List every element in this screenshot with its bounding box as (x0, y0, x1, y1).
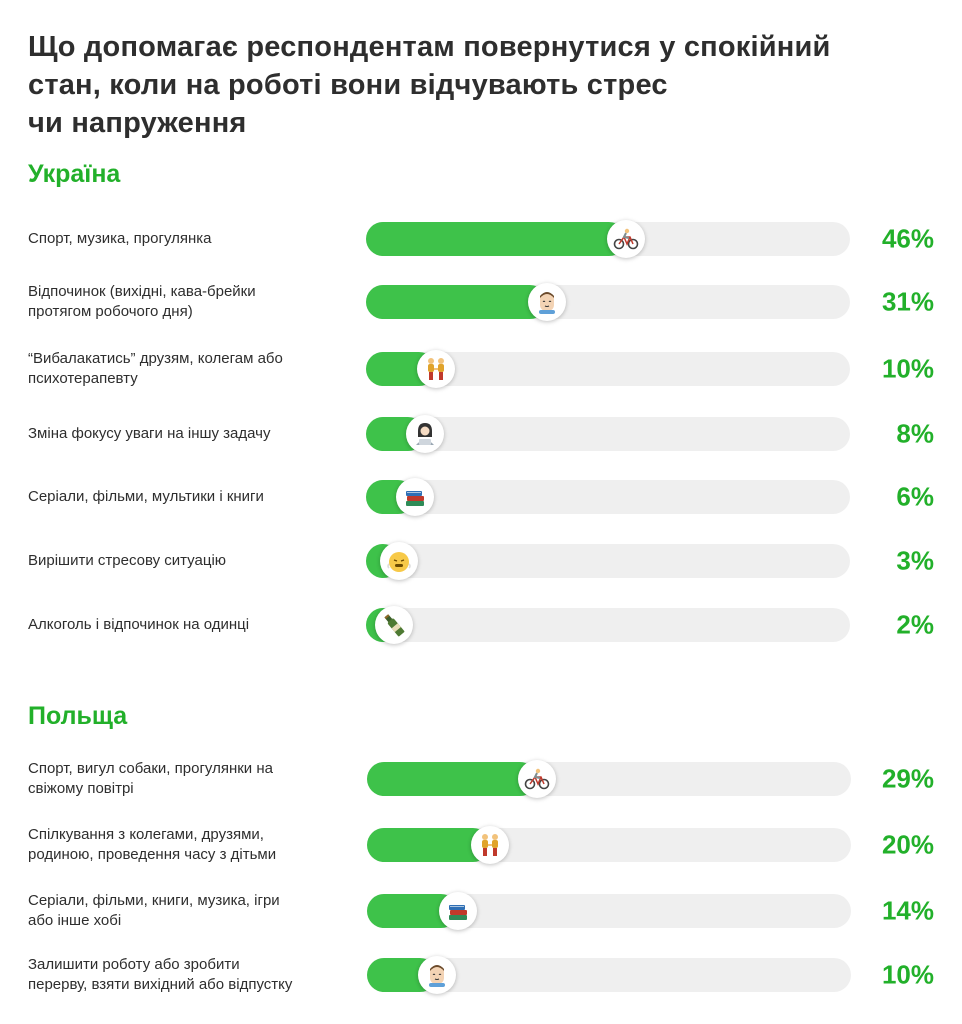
bar-track (366, 478, 850, 516)
page-title: Що допомагає респондентам повернутися у … (28, 31, 831, 139)
category-label: Спілкування з колегами, друзями, родиною… (28, 826, 277, 863)
person-laptop-icon (406, 415, 445, 453)
bar-track (367, 760, 851, 798)
bar-track (366, 283, 850, 321)
category-label: Вирішити стресову ситуацію (28, 552, 227, 569)
bar-track (366, 415, 850, 453)
category-label: Спорт, вигул собаки, прогулянки на свіжо… (28, 760, 273, 797)
people-holding-hands-icon (416, 350, 455, 388)
bar-row: Спорт, вигул собаки, прогулянки на свіжо… (0, 749, 962, 809)
bar-row: “Вибалакатись” друзям, колегам або психо… (0, 339, 962, 399)
value-label: 10% (881, 959, 934, 990)
category-label: Залишити роботу або зробити перерву, взя… (28, 956, 293, 993)
value-label: 6% (896, 481, 934, 512)
bar (367, 828, 490, 862)
section-title-ukraine: Україна (28, 160, 121, 188)
bar-row: Серіали, фільми, книги, музика, ігри або… (0, 881, 962, 941)
relieved-face-icon (528, 283, 567, 321)
section-title-poland: Польща (28, 702, 128, 730)
category-label: Зміна фокусу уваги на іншу задачу (28, 425, 271, 442)
bar-track (366, 350, 850, 388)
bar-row: Серіали, фільми, мультики і книги 6% (0, 467, 962, 527)
books-icon (439, 892, 478, 930)
bar-track (366, 220, 850, 258)
category-label: Серіали, фільми, книги, музика, ігри або… (28, 892, 280, 929)
bar-track (367, 892, 851, 930)
bar (367, 762, 538, 796)
category-label: Алкоголь і відпочинок на одинці (28, 616, 250, 633)
value-label: 14% (881, 895, 934, 926)
bar-row: Залишити роботу або зробити перерву, взя… (0, 945, 962, 1005)
wine-bottle-icon (374, 606, 413, 644)
category-label: Відпочинок (вихідні, кава-брейки протяго… (28, 283, 256, 320)
value-label: 20% (881, 829, 934, 860)
value-label: 8% (896, 418, 934, 449)
bar-track (367, 956, 851, 994)
books-icon (395, 478, 434, 516)
value-label: 31% (881, 286, 934, 317)
people-holding-hands-icon (470, 826, 509, 864)
bar-row: Відпочинок (вихідні, кава-брейки протяго… (0, 272, 962, 332)
value-label: 29% (881, 763, 934, 794)
category-label: Спорт, музика, прогулянка (28, 230, 212, 247)
category-label: Серіали, фільми, мультики і книги (28, 488, 264, 505)
value-label: 10% (881, 353, 934, 384)
bar-track (366, 542, 850, 580)
bar-row: Зміна фокусу уваги на іншу задачу 8% (0, 404, 962, 464)
bar-row: Спорт, музика, прогулянка 46% (0, 209, 962, 269)
bar-row: Спілкування з колегами, друзями, родиною… (0, 815, 962, 875)
value-label: 3% (896, 545, 934, 576)
bar-row: Вирішити стресову ситуацію 3% (0, 531, 962, 591)
bar-track (367, 826, 851, 864)
bar-row: Алкоголь і відпочинок на одинці 2% (0, 595, 962, 655)
bar (366, 222, 627, 256)
cyclist-icon (607, 220, 646, 258)
value-label: 2% (896, 609, 934, 640)
cyclist-icon (518, 760, 557, 798)
bar (366, 285, 548, 319)
steam-face-icon (379, 542, 418, 580)
category-label: “Вибалакатись” друзям, колегам або психо… (28, 350, 283, 387)
relieved-face-icon (417, 956, 456, 994)
bar-track (366, 606, 850, 644)
value-label: 46% (881, 223, 934, 254)
